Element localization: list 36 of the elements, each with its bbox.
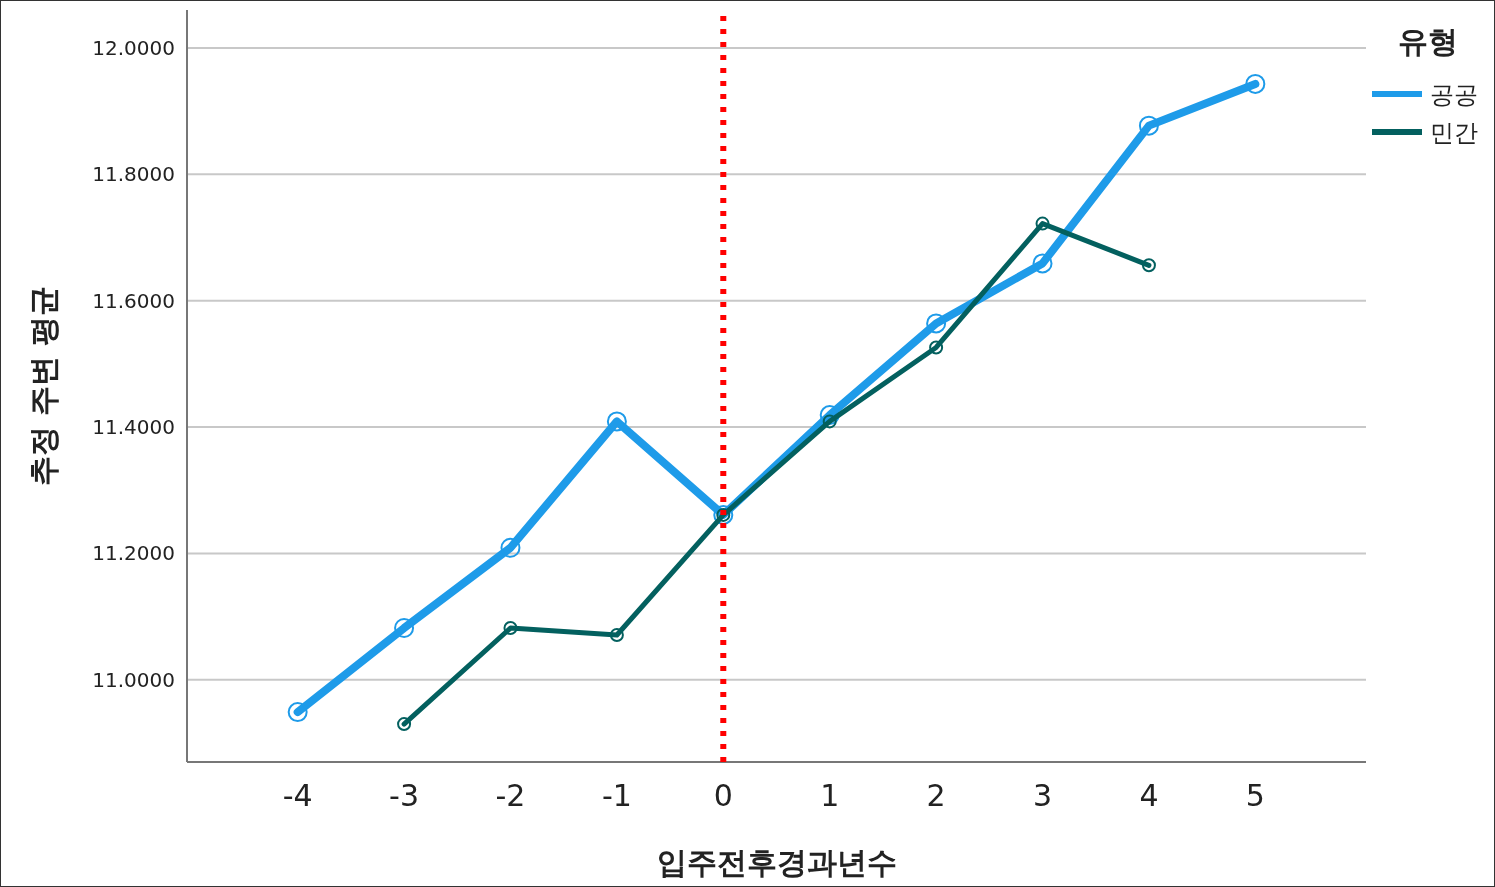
- y-axis-title: 추정 주변 평균: [26, 285, 61, 487]
- point: [394, 618, 415, 639]
- x-tick-label: -1: [601, 778, 632, 813]
- point: [606, 411, 627, 432]
- point: [819, 405, 840, 426]
- point: [609, 627, 624, 642]
- point: [929, 340, 944, 355]
- legend-label: 공공: [1430, 81, 1478, 109]
- x-tick-label: 0: [713, 778, 733, 813]
- legend-title: 유형: [1398, 24, 1458, 59]
- x-tick-label: 4: [1139, 778, 1159, 813]
- point: [503, 621, 518, 636]
- y-tick-label: 11.2000: [92, 541, 175, 566]
- point: [500, 537, 521, 558]
- x-tick-label: 3: [1032, 778, 1053, 813]
- legend-label: 민간: [1430, 119, 1478, 147]
- y-tick-label: 11.6000: [92, 288, 175, 313]
- y-tick-label: 11.8000: [92, 162, 175, 187]
- point: [1035, 216, 1050, 231]
- x-tick-label: -3: [389, 778, 420, 813]
- point: [287, 702, 308, 723]
- x-tick-label: -4: [282, 778, 313, 813]
- x-axis-title: 입주전후경과년수: [656, 845, 897, 880]
- point: [1032, 253, 1053, 274]
- x-tick-label: 2: [926, 778, 946, 813]
- point: [926, 313, 947, 334]
- point: [1245, 73, 1266, 94]
- y-tick-label: 12.0000: [92, 35, 175, 60]
- y-tick-label: 11.0000: [92, 667, 175, 692]
- x-tick-label: 1: [820, 778, 840, 813]
- point: [397, 717, 412, 732]
- point: [1138, 115, 1159, 136]
- x-tick-label: -2: [495, 778, 526, 813]
- y-tick-label: 11.4000: [92, 415, 175, 440]
- x-tick-label: 5: [1245, 778, 1265, 813]
- point: [1141, 258, 1156, 273]
